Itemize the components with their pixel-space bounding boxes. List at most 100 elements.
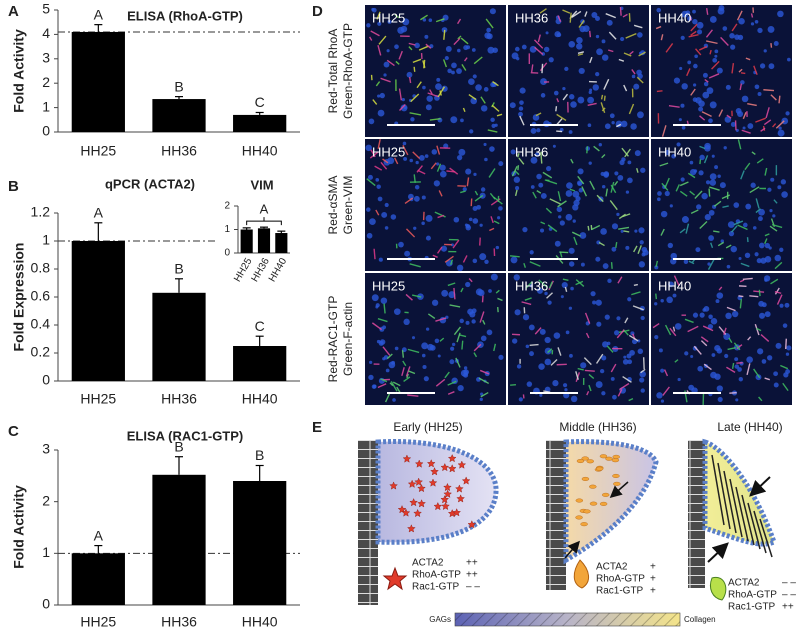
nucleus <box>772 214 776 218</box>
cell-signal <box>603 95 606 101</box>
cell-signal <box>436 163 442 172</box>
nucleus <box>479 253 487 261</box>
nucleus <box>725 312 732 320</box>
nucleus <box>421 221 425 226</box>
cell-signal <box>742 111 747 120</box>
cell-signal <box>659 162 669 167</box>
nucleus <box>609 113 615 119</box>
nucleus <box>449 359 455 365</box>
nucleus <box>631 74 636 79</box>
nucleus <box>497 216 501 220</box>
panel-label: E <box>312 419 322 436</box>
nucleus <box>688 384 695 391</box>
cell <box>467 520 477 529</box>
cell <box>452 508 462 517</box>
cell-signal <box>556 113 567 122</box>
cell-signal <box>624 148 631 158</box>
fiber <box>717 462 731 530</box>
nucleus <box>409 158 414 163</box>
nucleus <box>431 149 438 155</box>
cell-signal <box>556 98 560 103</box>
nucleus <box>488 289 492 293</box>
cell-signal <box>705 8 709 15</box>
cell-signal <box>557 15 562 23</box>
nucleus <box>380 297 388 305</box>
cell-signal <box>410 93 420 103</box>
cell-signal <box>487 129 498 133</box>
row-label: Green-VIM <box>341 176 355 235</box>
cell-signal <box>675 184 680 192</box>
legend-level: + <box>650 586 656 597</box>
nucleus <box>538 182 544 188</box>
cell <box>414 477 423 486</box>
nucleus <box>774 254 782 262</box>
nucleus <box>704 214 711 221</box>
nucleus <box>564 388 568 392</box>
row-label: Red-αSMA <box>326 176 340 235</box>
nucleus <box>763 49 767 53</box>
cell-signal <box>429 89 433 95</box>
nucleus <box>681 10 689 18</box>
chart-title: ELISA (RhoA-GTP) <box>127 8 243 23</box>
cell-signal <box>726 306 736 312</box>
nucleus <box>690 169 697 176</box>
cell-signal <box>679 190 688 197</box>
wall <box>358 440 378 605</box>
cell-signal <box>463 57 468 62</box>
nucleus <box>680 177 685 182</box>
nucleus <box>465 320 470 325</box>
cell-signal <box>417 169 426 175</box>
cell-signal <box>416 81 422 89</box>
cell-signal <box>633 283 638 287</box>
nucleus <box>544 336 551 344</box>
cell-signal <box>570 158 574 164</box>
nucleus <box>601 355 607 361</box>
cell-signal <box>655 25 662 30</box>
stage-label: HH25 <box>372 10 405 25</box>
cell-signal <box>674 359 679 363</box>
fiber <box>741 494 755 546</box>
nucleus <box>757 91 762 96</box>
nucleus <box>759 312 766 319</box>
cell-signal <box>447 391 455 395</box>
nucleus <box>435 83 442 90</box>
cell-signal <box>555 106 558 112</box>
cell-signal <box>398 104 406 111</box>
cell-signal <box>739 299 743 309</box>
cell-signal <box>755 117 767 123</box>
nucleus <box>639 240 644 245</box>
cell-signal <box>457 35 462 40</box>
cell-signal <box>663 369 669 377</box>
cell-signal <box>518 157 525 165</box>
cell-signal <box>404 197 414 204</box>
cell-signal <box>458 334 467 338</box>
nucleus <box>714 373 721 380</box>
nucleus <box>489 146 495 152</box>
cell-signal <box>589 56 593 64</box>
y-tick-label: 2 <box>42 492 50 508</box>
cell-signal <box>394 157 399 165</box>
nucleus <box>544 291 548 296</box>
nucleus <box>514 46 520 52</box>
cell-signal <box>571 231 581 237</box>
nucleus <box>404 250 411 257</box>
nucleus <box>770 177 775 182</box>
nucleus <box>717 174 721 178</box>
nucleus <box>601 39 606 44</box>
nucleus <box>386 49 390 53</box>
significance-letter: A <box>94 527 104 543</box>
nucleus <box>777 10 784 18</box>
cell-signal <box>595 353 604 364</box>
nucleus <box>697 365 704 372</box>
nucleus <box>377 109 385 117</box>
nucleus <box>539 328 546 335</box>
nucleus <box>578 67 585 75</box>
cell-signal <box>377 45 382 56</box>
nucleus <box>457 385 464 392</box>
nucleus <box>714 344 721 352</box>
nucleus <box>666 296 673 304</box>
cell-signal <box>616 123 622 128</box>
cell <box>397 505 407 514</box>
nucleus <box>529 45 537 53</box>
bar <box>233 114 287 132</box>
